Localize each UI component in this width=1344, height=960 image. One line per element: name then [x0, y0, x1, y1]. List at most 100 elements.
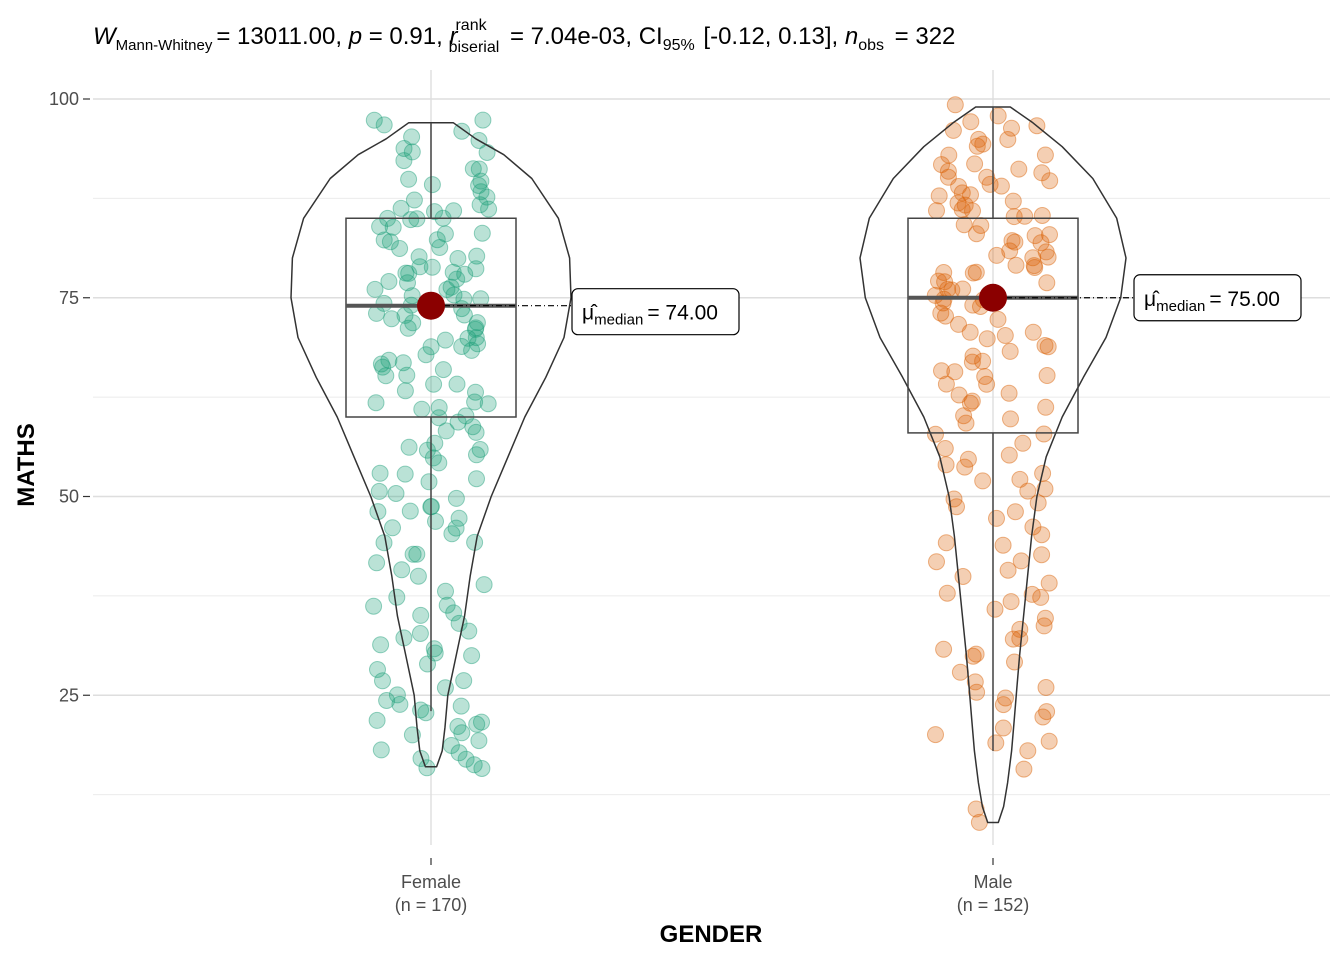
data-point — [962, 113, 980, 131]
data-point — [369, 503, 387, 521]
data-point — [403, 143, 421, 161]
data-point — [374, 672, 391, 690]
data-point — [468, 446, 485, 464]
data-point — [970, 813, 988, 831]
data-point — [1033, 207, 1051, 224]
data-point — [399, 274, 416, 292]
data-point — [1011, 470, 1029, 488]
data-point — [949, 194, 967, 212]
data-point — [1019, 482, 1037, 500]
data-point — [475, 576, 493, 594]
data-point — [968, 137, 986, 155]
data-point — [939, 162, 957, 180]
data-point — [463, 647, 481, 665]
data-point — [467, 260, 485, 278]
data-point — [411, 258, 429, 276]
data-point — [936, 273, 954, 291]
data-point — [994, 719, 1012, 737]
data-point — [464, 160, 482, 178]
data-point — [467, 329, 485, 347]
data-point — [449, 718, 467, 735]
data-point — [400, 438, 418, 456]
data-point — [989, 107, 1007, 125]
median-label: μ̂median = 75.00 — [1144, 288, 1280, 315]
data-point — [928, 553, 945, 571]
data-point — [419, 655, 436, 673]
data-point — [404, 314, 422, 332]
data-point — [468, 247, 486, 265]
data-point — [412, 701, 430, 719]
data-point — [968, 683, 986, 701]
data-point — [368, 711, 386, 729]
data-point — [473, 224, 491, 242]
data-point — [380, 351, 398, 369]
data-point — [402, 211, 420, 229]
data-point — [368, 304, 385, 322]
median-point — [979, 283, 1007, 312]
data-point — [417, 704, 435, 722]
data-point — [956, 196, 974, 214]
data-point — [405, 191, 423, 209]
data-point — [967, 263, 985, 281]
data-point — [964, 347, 982, 365]
data-point — [468, 314, 486, 332]
data-point — [936, 440, 954, 457]
data-point — [378, 692, 396, 709]
data-point — [1000, 446, 1018, 464]
data-point — [372, 741, 390, 759]
data-point — [964, 647, 982, 665]
y-tick-label: 50 — [59, 487, 79, 507]
data-point — [391, 695, 409, 713]
data-point — [1036, 480, 1054, 498]
data-point — [478, 144, 496, 161]
data-point — [1032, 588, 1050, 606]
data-point — [401, 502, 419, 520]
data-point — [1006, 503, 1024, 521]
data-point — [375, 116, 393, 134]
data-point — [1002, 593, 1020, 611]
data-point — [1040, 732, 1058, 750]
data-point — [430, 454, 448, 472]
data-point — [1035, 425, 1053, 443]
data-point — [992, 177, 1010, 195]
data-point — [453, 122, 471, 140]
data-point — [365, 597, 383, 615]
data-point — [946, 96, 964, 114]
data-point — [961, 394, 979, 412]
data-point — [423, 176, 441, 194]
chart-subtitle: WMann-Whitney = 13011.00, p = 0.91, rrank… — [93, 17, 955, 56]
data-point — [467, 423, 485, 441]
data-point — [1038, 274, 1056, 292]
data-point — [1034, 708, 1052, 726]
data-point — [953, 201, 971, 218]
data-point — [380, 273, 398, 290]
data-point — [399, 319, 417, 337]
x-tick-label: Female — [401, 872, 461, 892]
data-point — [472, 183, 490, 201]
data-point — [999, 561, 1017, 579]
median-label: μ̂median = 74.00 — [582, 302, 718, 329]
data-point — [427, 512, 444, 530]
data-point — [940, 146, 958, 164]
grid-lines — [93, 70, 1330, 845]
data-point — [1036, 337, 1054, 354]
data-point — [939, 168, 957, 186]
data-point — [410, 248, 428, 266]
chart-groups: μ̂median = 74.00 μ̂median = 75.00 — [290, 96, 1302, 831]
data-point — [445, 286, 463, 304]
data-point — [368, 554, 386, 572]
data-point — [1024, 249, 1042, 267]
data-point — [465, 756, 483, 774]
data-point — [442, 278, 460, 296]
data-point — [935, 264, 953, 281]
data-point — [383, 310, 401, 328]
data-point — [480, 200, 498, 218]
y-axis: 25 50 75 100 — [49, 89, 90, 705]
data-point — [418, 759, 436, 777]
data-point — [930, 187, 948, 205]
data-point — [1039, 338, 1057, 356]
data-point — [999, 131, 1017, 148]
y-tick-label: 75 — [59, 288, 79, 308]
data-point — [447, 519, 465, 537]
data-point — [471, 196, 489, 214]
